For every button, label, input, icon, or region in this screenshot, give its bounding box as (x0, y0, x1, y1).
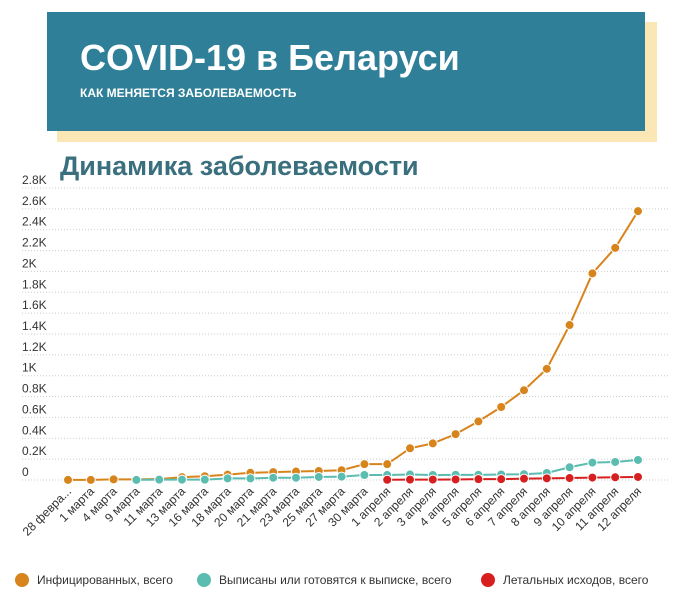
data-point (108, 474, 119, 485)
data-point (587, 268, 598, 279)
data-point (610, 472, 621, 483)
y-tick-label: 2.8K (22, 173, 47, 187)
legend-label: Выписаны или готовятся к выписке, всего (219, 573, 452, 587)
data-point (541, 363, 552, 374)
data-point (359, 469, 370, 480)
y-tick-label: 1.4K (22, 319, 47, 333)
header-box (47, 12, 645, 131)
data-point (473, 416, 484, 427)
data-point (382, 474, 393, 485)
data-point (427, 474, 438, 485)
data-point (610, 456, 621, 467)
data-point (382, 459, 393, 470)
y-tick-label: 2.6K (22, 194, 47, 208)
legend-label: Летальных исходов, всего (503, 573, 649, 587)
data-point (405, 474, 415, 485)
data-point (177, 474, 187, 485)
legend-marker (481, 573, 495, 587)
data-point (245, 473, 256, 484)
data-point (587, 457, 598, 468)
y-tick-label: 0.4K (22, 423, 47, 437)
y-tick-label: 0.8K (22, 382, 47, 396)
data-point (496, 402, 507, 412)
y-tick-label: 2.2K (22, 236, 47, 250)
data-point (633, 454, 643, 465)
y-tick-label: 1.8K (22, 277, 47, 291)
data-point (291, 472, 301, 483)
data-point (222, 473, 233, 484)
data-point (199, 474, 210, 485)
series-line (68, 210, 639, 481)
data-point (359, 459, 370, 470)
data-point (564, 462, 575, 473)
y-tick-label: 1K (22, 361, 37, 375)
legend-marker (197, 573, 211, 587)
y-tick-label: 0.6K (22, 402, 47, 416)
data-point (450, 474, 461, 485)
data-point (587, 472, 598, 483)
data-point (154, 474, 165, 485)
y-tick-label: 2.4K (22, 215, 47, 229)
data-point (564, 473, 575, 484)
data-point (633, 206, 643, 217)
data-point (63, 474, 73, 485)
data-point (268, 472, 279, 483)
data-point (564, 320, 575, 331)
data-point (427, 438, 438, 449)
data-point (519, 385, 529, 396)
data-point (313, 471, 324, 482)
y-tick-label: 1.6K (22, 298, 47, 312)
y-tick-label: 0.2K (22, 444, 47, 458)
data-point (336, 471, 347, 482)
data-point (519, 473, 529, 484)
data-point (131, 474, 142, 485)
legend-label: Инфицированных, всего (37, 573, 173, 587)
data-point (473, 474, 484, 485)
data-point (496, 474, 507, 485)
y-tick-label: 2K (22, 256, 37, 270)
y-tick-label: 0 (22, 465, 29, 479)
data-point (633, 471, 643, 482)
data-point (85, 474, 96, 485)
header-subtitle: КАК МЕНЯЕТСЯ ЗАБОЛЕВАЕМОСТЬ (80, 86, 297, 100)
series-line (387, 475, 639, 481)
data-point (541, 473, 552, 484)
y-tick-label: 1.2K (22, 340, 47, 354)
chart-title: Динамика заболеваемости (60, 151, 419, 181)
legend-marker (15, 573, 29, 587)
data-point (610, 242, 621, 253)
data-point (405, 443, 415, 454)
header-title: COVID-19 в Беларуси (80, 37, 460, 78)
data-point (450, 429, 461, 440)
